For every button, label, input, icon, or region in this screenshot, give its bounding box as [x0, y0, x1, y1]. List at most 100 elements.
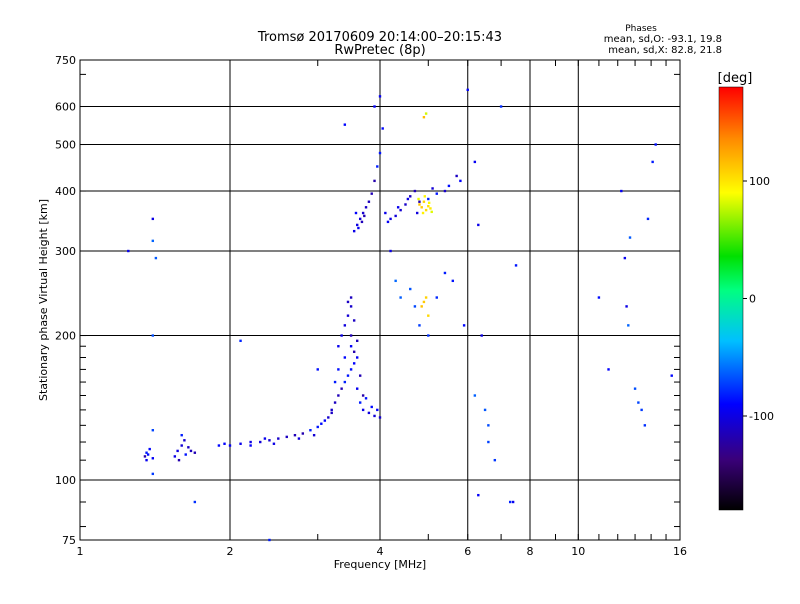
data-point-s2-13 — [384, 211, 387, 215]
x-tick-label-1: 2 — [227, 545, 234, 558]
data-point-s4-20 — [427, 334, 430, 337]
data-point-s2-29 — [431, 187, 434, 190]
stats-x-mode: mean, sd,X: 82.8, 21.8 — [608, 45, 722, 56]
data-point-s0-36 — [327, 416, 330, 419]
data-point-s4-14 — [389, 249, 392, 253]
data-point-s0-35 — [312, 433, 316, 437]
data-point-s4-7 — [193, 500, 197, 504]
data-point-s1-12 — [346, 314, 350, 317]
data-point-s3-1 — [420, 206, 423, 209]
data-point-s4-34 — [499, 105, 503, 108]
data-point-s2-23 — [447, 184, 451, 188]
data-point-s0-27 — [309, 429, 312, 432]
data-point-s4-50 — [654, 143, 657, 146]
data-point-s4-19 — [418, 324, 421, 327]
data-point-s4-32 — [487, 440, 490, 444]
data-point-s1-7 — [352, 362, 356, 365]
data-point-s2-11 — [354, 211, 358, 215]
y-tick-label-5: 500 — [55, 139, 76, 152]
data-point-s3-3 — [424, 208, 428, 212]
data-point-s1-10 — [340, 334, 343, 337]
data-point-s1-33 — [370, 405, 373, 409]
data-point-s2-8 — [376, 165, 379, 168]
data-point-s2-9 — [378, 151, 382, 155]
data-point-s4-4 — [151, 334, 155, 337]
data-point-s4-12 — [373, 105, 376, 108]
data-point-s3-7 — [423, 195, 426, 198]
data-point-s0-2 — [146, 453, 150, 456]
data-point-s3-9 — [417, 197, 420, 201]
y-tick-label-4: 400 — [55, 185, 76, 198]
data-point-s4-27 — [477, 223, 480, 227]
data-point-s3-2 — [422, 200, 426, 203]
data-point-s4-41 — [625, 305, 628, 308]
data-point-s4-47 — [643, 424, 647, 427]
data-point-s1-20 — [343, 356, 347, 359]
colorbar-tick-label-0: 100 — [749, 175, 770, 188]
colorbar-ticks: 100 0 -100 — [743, 175, 774, 423]
data-point-s4-1 — [151, 217, 155, 221]
data-point-s4-24 — [462, 324, 466, 327]
data-point-s1-17 — [361, 394, 365, 397]
data-point-s4-25 — [466, 88, 469, 92]
data-point-s2-4 — [364, 206, 368, 209]
data-point-s3-15 — [424, 296, 428, 299]
data-point-s4-28 — [480, 334, 483, 337]
data-point-s4-11 — [343, 123, 347, 126]
data-point-s2-5 — [367, 200, 371, 203]
data-point-s0-33 — [272, 442, 276, 445]
data-point-s1-34 — [376, 408, 379, 412]
data-point-s4-43 — [628, 236, 632, 239]
data-point-s2-1 — [355, 223, 359, 227]
x-tick-label-0: 1 — [77, 545, 84, 558]
data-point-s0-19 — [239, 442, 242, 445]
data-point-s0-7 — [176, 449, 179, 453]
data-point-s0-17 — [223, 442, 226, 445]
data-point-s3-8 — [427, 201, 431, 205]
data-point-s2-2 — [358, 217, 362, 221]
data-point-s4-37 — [597, 296, 601, 299]
data-point-s1-24 — [367, 411, 371, 415]
data-point-s4-49 — [651, 160, 654, 164]
data-point-s2-12 — [357, 226, 360, 230]
data-point-s0-16 — [217, 444, 221, 447]
data-point-s1-3 — [340, 387, 343, 390]
data-point-s4-16 — [399, 296, 402, 299]
data-point-s4-2 — [151, 239, 155, 243]
y-tick-label-0: 75 — [62, 534, 76, 547]
chart-subtitle: RwPretec (8p) — [334, 43, 425, 58]
data-point-s4-23 — [451, 279, 455, 283]
y-tick-label-3: 300 — [55, 245, 76, 258]
data-point-s3-10 — [430, 210, 433, 214]
data-point-s0-4 — [151, 457, 155, 460]
data-point-s2-16 — [399, 208, 402, 212]
data-point-s4-33 — [493, 458, 497, 462]
data-point-s2-20 — [418, 200, 421, 203]
data-point-s2-22 — [435, 192, 438, 195]
data-point-s1-25 — [373, 414, 376, 418]
data-point-s2-30 — [443, 189, 447, 193]
data-point-s1-26 — [378, 416, 382, 419]
data-point-s1-15 — [355, 339, 359, 343]
data-point-s1-31 — [358, 401, 362, 404]
data-point-s1-22 — [355, 387, 359, 390]
data-point-s4-39 — [620, 189, 623, 193]
data-point-s2-0 — [352, 229, 356, 233]
data-point-s0-12 — [193, 451, 197, 454]
data-point-s4-8 — [239, 339, 242, 343]
stats-o-mode: mean, sd,O: -93.1, 19.8 — [604, 34, 722, 45]
data-point-s2-32 — [360, 220, 364, 224]
data-point-s4-46 — [640, 408, 643, 412]
data-point-s0-21 — [259, 440, 262, 444]
data-point-s4-0 — [127, 249, 130, 253]
data-point-s0-20 — [249, 440, 252, 444]
data-point-s0-13 — [177, 458, 181, 462]
data-point-s4-53 — [511, 500, 515, 504]
data-point-s4-9 — [268, 538, 271, 542]
data-point-s4-29 — [473, 394, 477, 397]
data-point-s3-4 — [427, 204, 430, 208]
data-point-s1-29 — [349, 334, 353, 337]
data-point-s4-36 — [514, 264, 518, 267]
stats-heading: Phases — [625, 24, 657, 34]
data-point-s2-17 — [404, 203, 407, 206]
